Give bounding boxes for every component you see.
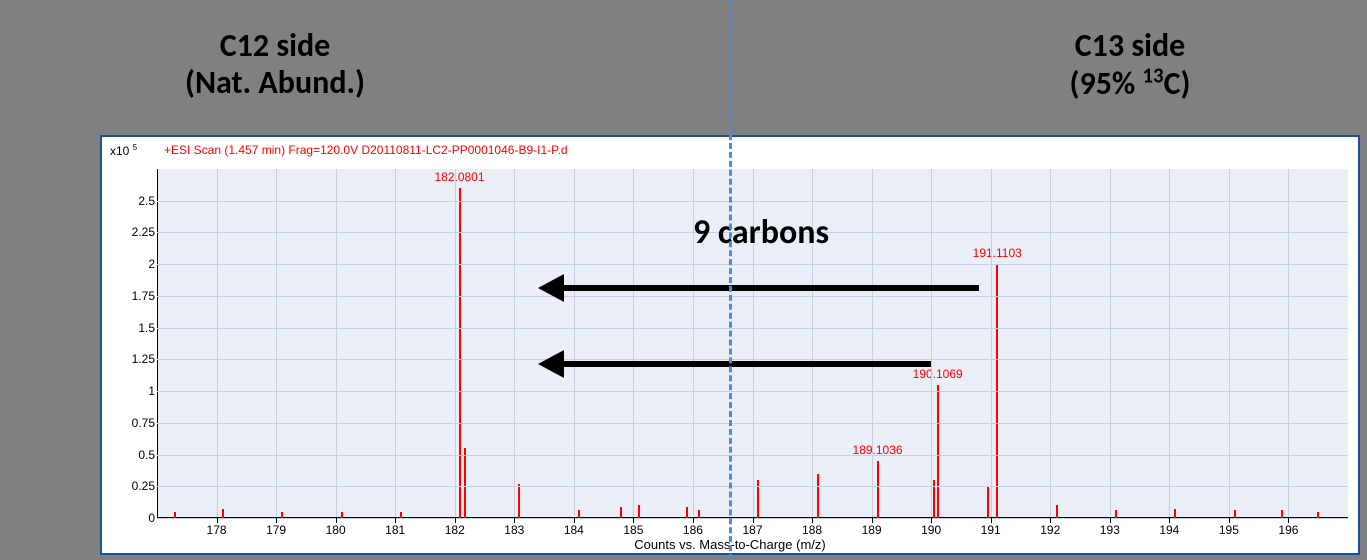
- annotation-arrow-head: [538, 274, 564, 302]
- peak-label: 190.1069: [913, 367, 963, 381]
- annotation-arrow-line: [562, 361, 931, 367]
- x-gridline: [395, 169, 396, 518]
- spectrum-peak: [877, 461, 879, 518]
- x-gridline: [633, 169, 634, 518]
- x-gridline: [991, 169, 992, 518]
- c13-line1: C13 side: [1075, 26, 1186, 65]
- x-gridline: [1110, 169, 1111, 518]
- y-tick-label: 0.5: [102, 448, 155, 462]
- x-tick-label: 186: [683, 523, 703, 537]
- annotation-arrow-line: [562, 285, 979, 291]
- x-tick-label: 179: [266, 523, 286, 537]
- y-multiplier: x10 5: [110, 143, 137, 158]
- y-tick-label: 1.5: [102, 321, 155, 335]
- x-gridline: [455, 169, 456, 518]
- y-tick-label: 2.5: [102, 194, 155, 208]
- x-gridline: [1169, 169, 1170, 518]
- n-carbons-label: 9 carbons: [693, 212, 829, 253]
- x-tick-label: 189: [862, 523, 882, 537]
- spectrum-peak: [518, 484, 520, 518]
- spectrum-peak: [222, 509, 224, 518]
- x-gridline: [574, 169, 575, 518]
- spectrum-peak: [638, 505, 640, 518]
- y-tick-label: 1: [102, 384, 155, 398]
- x-tick-label: 183: [504, 523, 524, 537]
- x-gridline: [336, 169, 337, 518]
- spectrum-peak: [1234, 510, 1236, 518]
- x-gridline: [1050, 169, 1051, 518]
- y-tick-label: 0.25: [102, 479, 155, 493]
- y-tick-label: 1.25: [102, 352, 155, 366]
- y-tick-label: 2.25: [102, 225, 155, 239]
- peak-label: 182.0801: [434, 170, 484, 184]
- spectrum-peak: [1115, 510, 1117, 518]
- spectrum-peak: [817, 474, 819, 518]
- scan-title: +ESI Scan (1.457 min) Frag=120.0V D20110…: [164, 143, 568, 157]
- x-tick-label: 178: [207, 523, 227, 537]
- c12-line1: C12 side: [220, 26, 331, 65]
- x-gridline: [276, 169, 277, 518]
- c12-line2: (Nat. Abund.): [185, 63, 365, 102]
- x-tick-label: 191: [981, 523, 1001, 537]
- x-gridline: [217, 169, 218, 518]
- spectrum-peak: [1281, 510, 1283, 518]
- peak-label: 191.1103: [973, 246, 1022, 260]
- x-tick-label: 192: [1040, 523, 1060, 537]
- x-gridline: [514, 169, 515, 518]
- x-tick-label: 180: [326, 523, 346, 537]
- x-gridline: [872, 169, 873, 518]
- spectrum-peak: [464, 448, 466, 518]
- x-tick-label: 188: [802, 523, 822, 537]
- y-tick-label: 0.75: [102, 416, 155, 430]
- x-tick-label: 195: [1219, 523, 1239, 537]
- c13-side-label: C13 side (95% 13C): [1000, 28, 1260, 103]
- x-tick-label: 182: [445, 523, 465, 537]
- y-tick-label: 2: [102, 257, 155, 271]
- c12-c13-divider: [729, 0, 732, 560]
- x-gridline: [1229, 169, 1230, 518]
- spectrum-peak: [987, 486, 989, 518]
- x-tick-label: 193: [1100, 523, 1120, 537]
- x-tick-label: 181: [385, 523, 405, 537]
- x-tick-label: 187: [742, 523, 762, 537]
- spectrum-peak: [459, 188, 461, 518]
- x-tick-label: 196: [1278, 523, 1298, 537]
- annotation-arrow-head: [538, 350, 564, 378]
- c12-side-label: C12 side (Nat. Abund.): [120, 28, 430, 102]
- x-tick-label: 194: [1159, 523, 1179, 537]
- x-tick-label: 184: [564, 523, 584, 537]
- y-tick-label: 1.75: [102, 289, 155, 303]
- x-tick-label: 185: [623, 523, 643, 537]
- spectrum-peak: [686, 507, 688, 518]
- x-gridline: [1288, 169, 1289, 518]
- c13-line2: (95% 13C): [1070, 64, 1191, 103]
- x-tick-label: 190: [921, 523, 941, 537]
- spectrum-peak: [937, 385, 939, 518]
- spectrum-peak: [620, 507, 622, 518]
- spectrum-peak: [1056, 505, 1058, 518]
- x-gridline: [931, 169, 932, 518]
- spectrum-peak: [578, 510, 580, 518]
- y-tick-label: 0: [102, 511, 155, 525]
- spectrum-peak: [698, 510, 700, 518]
- spectrum-peak: [1174, 509, 1176, 518]
